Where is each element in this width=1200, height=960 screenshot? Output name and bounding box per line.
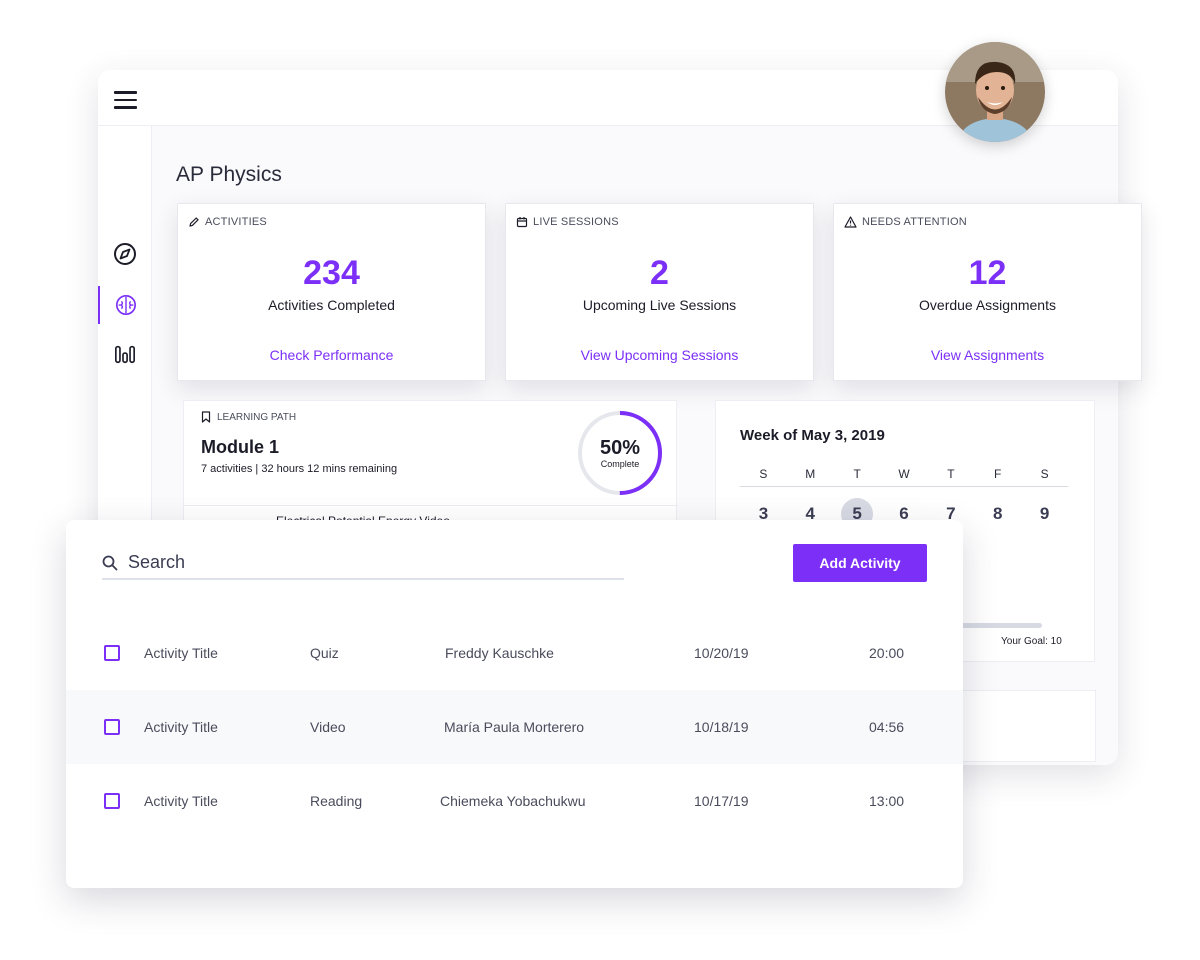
- pencil-icon: [189, 217, 199, 227]
- activity-title: Activity Title: [144, 719, 218, 735]
- activity-duration: 04:56: [869, 719, 905, 735]
- lower-panel: [962, 690, 1096, 762]
- card-header-label: NEEDS ATTENTION: [862, 216, 967, 228]
- hamburger-menu-icon[interactable]: [114, 91, 138, 109]
- divider: [184, 505, 678, 506]
- weekday-label: F: [994, 467, 1002, 481]
- activity-title: Activity Title: [144, 793, 218, 809]
- goal-progress-bar: [958, 623, 1042, 628]
- weekday-label: T: [947, 467, 955, 481]
- view-assignments-link[interactable]: View Assignments: [930, 347, 1045, 363]
- activity-type: Reading: [310, 793, 363, 809]
- module-subtitle: 7 activities | 32 hours 12 mins remainin…: [201, 463, 398, 475]
- progress-label: Complete: [600, 459, 640, 469]
- weekday-label: M: [805, 467, 816, 481]
- user-photo-icon: [945, 42, 1045, 142]
- bar-chart-icon: [115, 345, 135, 364]
- module-title[interactable]: Module 1: [201, 437, 280, 457]
- weekday-label: S: [759, 467, 768, 481]
- calendar-date[interactable]: 8: [992, 504, 1003, 523]
- activity-date: 10/17/19: [694, 793, 749, 809]
- calendar-date[interactable]: 7: [946, 504, 956, 523]
- weekday-header: S M T W T F S: [740, 467, 1068, 481]
- activities-label: Activities Completed: [268, 297, 395, 313]
- overdue-label: Overdue Assignments: [919, 297, 1056, 313]
- activities-count: 234: [303, 254, 360, 292]
- brain-icon: [116, 295, 136, 315]
- overdue-count: 12: [968, 254, 1007, 292]
- calendar-date[interactable]: 6: [899, 504, 909, 523]
- needs-attention-card: NEEDS ATTENTION 12 Overdue Assignments V…: [833, 203, 1142, 381]
- activity-duration: 13:00: [869, 793, 905, 809]
- search-bar: [102, 546, 624, 580]
- live-sessions-label: Upcoming Live Sessions: [582, 297, 737, 313]
- view-sessions-link[interactable]: View Upcoming Sessions: [580, 347, 739, 363]
- divider: [740, 486, 1068, 487]
- card-header-label: ACTIVITIES: [205, 216, 267, 228]
- progress-percent: 50%: [599, 437, 641, 459]
- row-checkbox[interactable]: [104, 793, 120, 809]
- live-sessions-card: LIVE SESSIONS 2 Upcoming Live Sessions V…: [505, 203, 814, 381]
- table-row[interactable]: Activity Title Video María Paula Mortere…: [66, 690, 963, 764]
- search-input[interactable]: [128, 551, 608, 573]
- activity-date: 10/20/19: [694, 645, 749, 661]
- warning-icon: [844, 216, 857, 228]
- live-sessions-count: 2: [650, 254, 669, 292]
- check-performance-link[interactable]: Check Performance: [269, 347, 394, 363]
- activity-author: Freddy Kauschke: [445, 645, 554, 661]
- page-title: AP Physics: [176, 163, 282, 186]
- row-checkbox[interactable]: [104, 645, 120, 661]
- sidebar-item-analytics[interactable]: [98, 335, 152, 373]
- progress-ring: [578, 411, 662, 495]
- calendar-date[interactable]: 3: [758, 504, 769, 523]
- activity-date: 10/18/19: [694, 719, 749, 735]
- weekday-label: W: [898, 467, 910, 481]
- bookmark-icon: [201, 411, 211, 423]
- activity-type: Video: [310, 719, 346, 735]
- sidebar-item-explore[interactable]: [98, 235, 152, 273]
- calendar-title: Week of May 3, 2019: [740, 427, 885, 444]
- add-activity-button[interactable]: Add Activity: [793, 544, 927, 582]
- learning-path-header: LEARNING PATH: [217, 411, 297, 423]
- weekday-label: T: [853, 467, 861, 481]
- avatar[interactable]: [945, 42, 1045, 142]
- weekday-label: S: [1040, 467, 1049, 481]
- activity-author: Chiemeka Yobachukwu: [440, 793, 586, 809]
- calendar-date[interactable]: 9: [1039, 504, 1050, 523]
- activity-type: Quiz: [310, 645, 339, 661]
- table-row[interactable]: Activity Title Quiz Freddy Kauschke 10/2…: [66, 616, 963, 690]
- activity-title: Activity Title: [144, 645, 218, 661]
- learning-path-panel: LEARNING PATH Module 1 7 activities | 32…: [183, 400, 678, 528]
- activity-table-card: Add Activity Activity Title Quiz Freddy …: [66, 520, 963, 888]
- activity-author: María Paula Morterero: [444, 719, 585, 735]
- search-icon: [102, 555, 118, 571]
- table-row[interactable]: Activity Title Reading Chiemeka Yobachuk…: [66, 764, 963, 838]
- card-header-label: LIVE SESSIONS: [533, 216, 619, 228]
- calendar-date[interactable]: 4: [805, 504, 816, 523]
- activity-duration: 20:00: [869, 645, 905, 661]
- activities-card: ACTIVITIES 234 Activities Completed Chec…: [177, 203, 486, 381]
- goal-label: Your Goal: 10: [1001, 636, 1062, 647]
- row-checkbox[interactable]: [104, 719, 120, 735]
- sidebar-item-learning[interactable]: [98, 286, 152, 324]
- calendar-icon: [516, 217, 528, 228]
- compass-icon: [114, 243, 136, 265]
